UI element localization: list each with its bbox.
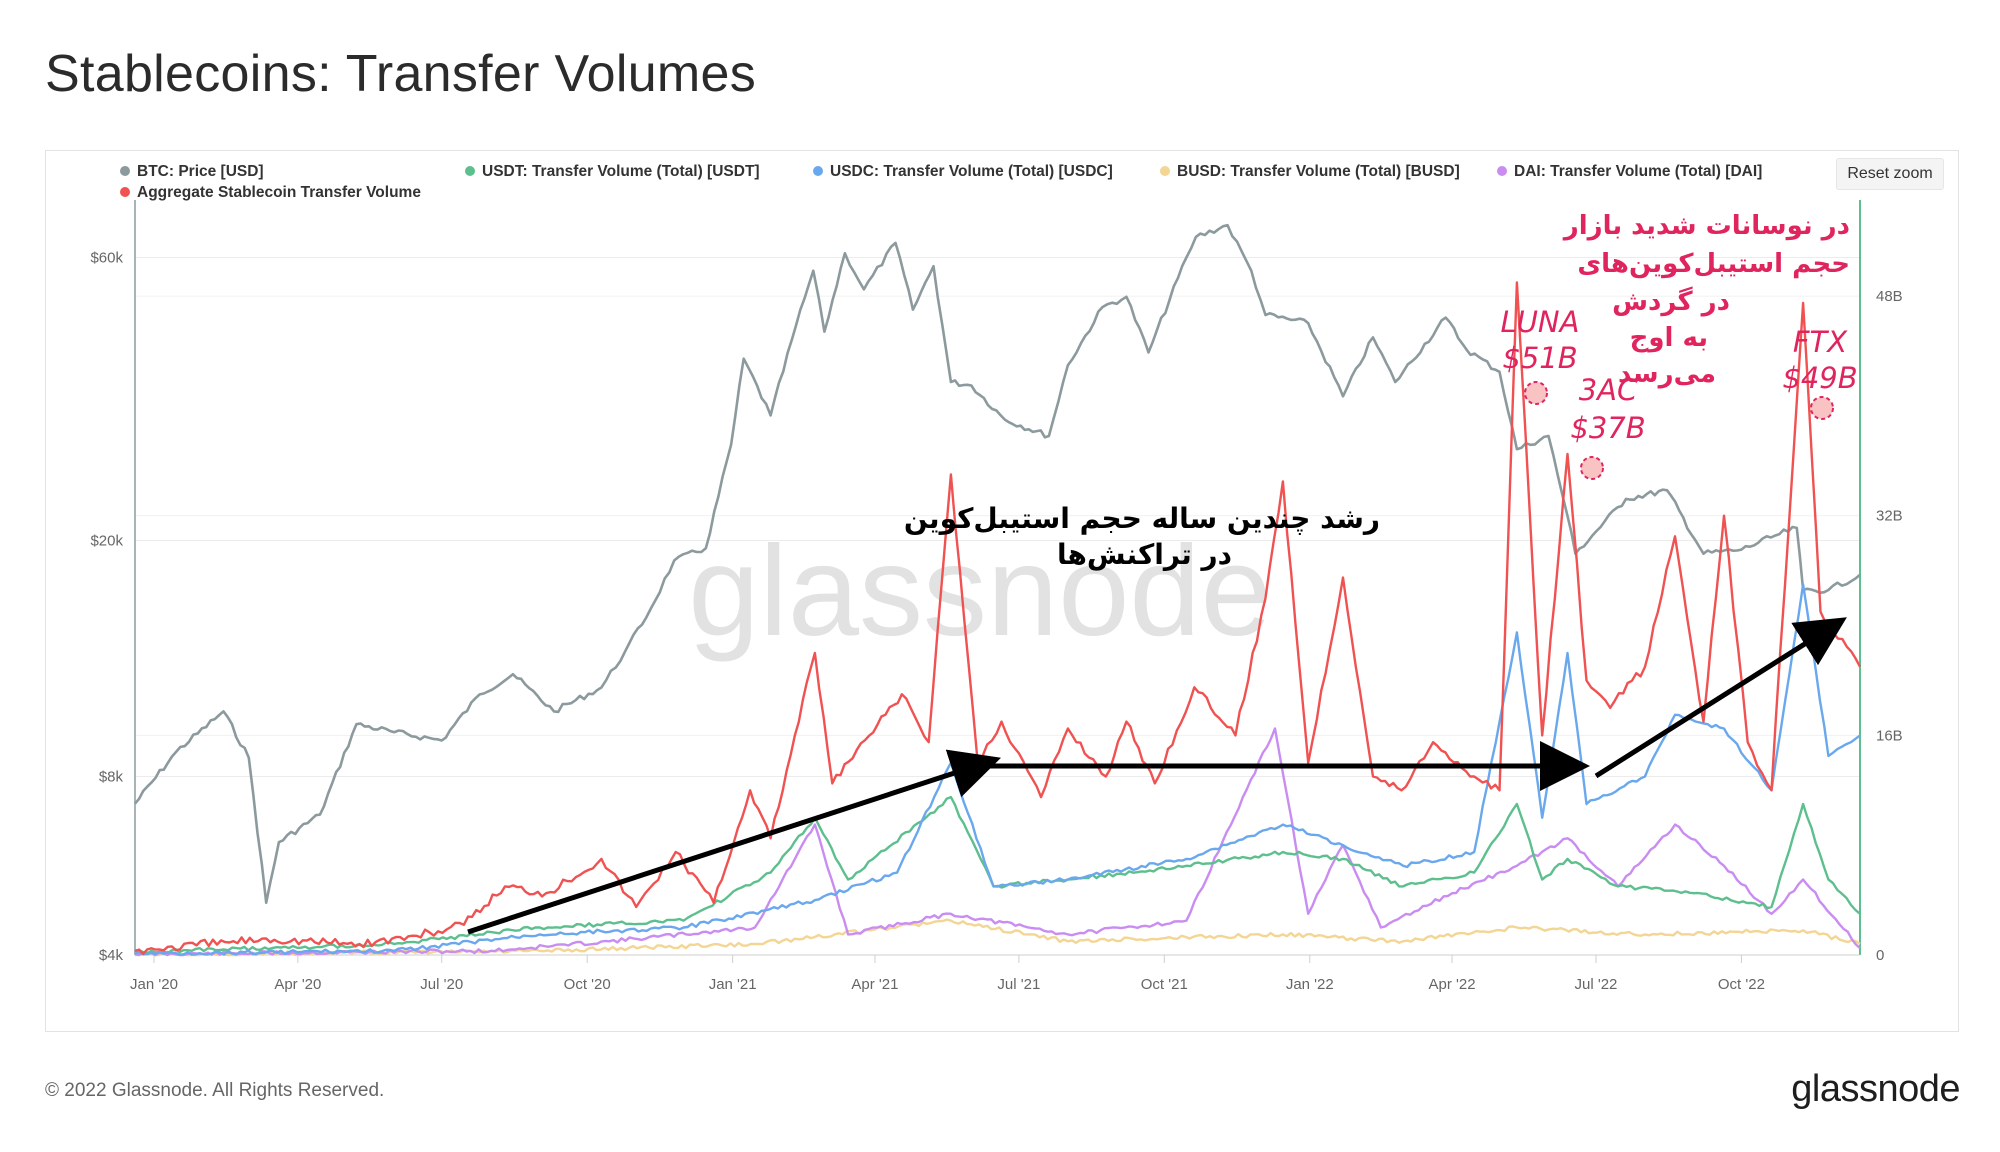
x-tick-5: Apr '21 [851,976,898,993]
y-left-tick-0: $60k [90,249,123,266]
watermark: glassnode [688,520,1272,663]
ftx-label-value: $49B [1782,361,1857,395]
y-right-tick-2: 16B [1876,727,1903,744]
x-tick-0: Jan '20 [130,976,178,993]
legend-dot-1 [465,166,475,176]
chart-series [134,223,1862,957]
legend-item-1[interactable]: USDT: Transfer Volume (Total) [USDT] [482,163,760,180]
legend-dot-5 [120,187,130,197]
3ac-label-name: 3AC [1579,373,1638,407]
y-right-tick-0: 48B [1876,288,1903,305]
trend-arrow-recovery [1594,617,1847,779]
copyright-footer: © 2022 Glassnode. All Rights Reserved. [45,1080,385,1101]
x-tick-11: Oct '22 [1718,976,1765,993]
legend-dot-2 [813,166,823,176]
ftx-label-name: FTX [1793,325,1848,359]
y-left-tick-2: $8k [99,768,124,785]
legend-dot-3 [1160,166,1170,176]
chart-axes: $60k $20k $8k $4k 48B 32B 16B 0 Jan '20 Apr '20 Ju… [90,200,1903,993]
y-right-tick-1: 32B [1876,508,1903,525]
3ac-label-value: $37B [1570,411,1645,445]
legend-item-4[interactable]: DAI: Transfer Volume (Total) [DAI] [1514,163,1762,180]
legend-item-2[interactable]: USDC: Transfer Volume (Total) [USDC] [830,163,1113,180]
x-tick-2: Jul '20 [420,976,463,993]
x-tick-6: Jul '21 [997,976,1040,993]
luna-label-name: LUNA [1501,305,1580,339]
y-left-tick-3: $4k [99,947,124,964]
page-title: Stablecoins: Transfer Volumes [45,45,757,103]
reset-zoom-button[interactable]: Reset zoom [1836,158,1944,190]
trend-arrows [467,617,1847,935]
x-tick-3: Oct '20 [564,976,611,993]
peak-annotation-line4: به اوج [1630,323,1708,353]
luna-label-value: $51B [1502,341,1577,375]
series-line-5 [135,918,1861,957]
chart-legend: BTC: Price [USD] USDT: Transfer Volume (T… [120,163,1762,201]
x-tick-8: Jan '22 [1286,976,1334,993]
x-tick-10: Jul '22 [1575,976,1618,993]
series-line-4 [134,727,1861,957]
trend-arrow-growth [467,749,1002,935]
peak-annotation-line3: در گردش [1612,286,1730,317]
growth-annotation-line1: رشد چندین ساله حجم استیبل‌کوین [904,502,1380,535]
x-tick-1: Apr '20 [274,976,321,993]
series-line-0 [134,223,1861,904]
glassnode-logo: glassnode [1791,1068,1960,1110]
legend-item-3[interactable]: BUSD: Transfer Volume (Total) [BUSD] [1177,163,1460,180]
peak-annotation-line2: حجم استیبل‌کوین‌های [1577,249,1850,279]
legend-dot-4 [1497,166,1507,176]
legend-item-5[interactable]: Aggregate Stablecoin Transfer Volume [137,184,421,201]
x-tick-9: Apr '22 [1429,976,1476,993]
legend-dot-0 [120,166,130,176]
y-left-tick-1: $20k [90,532,123,549]
series-line-3 [134,795,1861,955]
ftx-peak-marker [1810,396,1834,420]
peak-annotation-line1: در نوسانات شدید بازار [1562,211,1850,241]
growth-annotation-line2: در تراکنش‌ها [1057,538,1232,571]
legend-item-0[interactable]: BTC: Price [USD] [137,163,264,180]
peak-annotation-line5: می‌رسد [1618,359,1716,389]
x-tick-4: Jan '21 [709,976,757,993]
series-line-2 [134,583,1861,956]
x-tick-7: Oct '21 [1141,976,1188,993]
y-right-tick-3: 0 [1876,947,1884,964]
3ac-peak-marker [1580,456,1604,480]
luna-peak-marker [1524,381,1548,405]
